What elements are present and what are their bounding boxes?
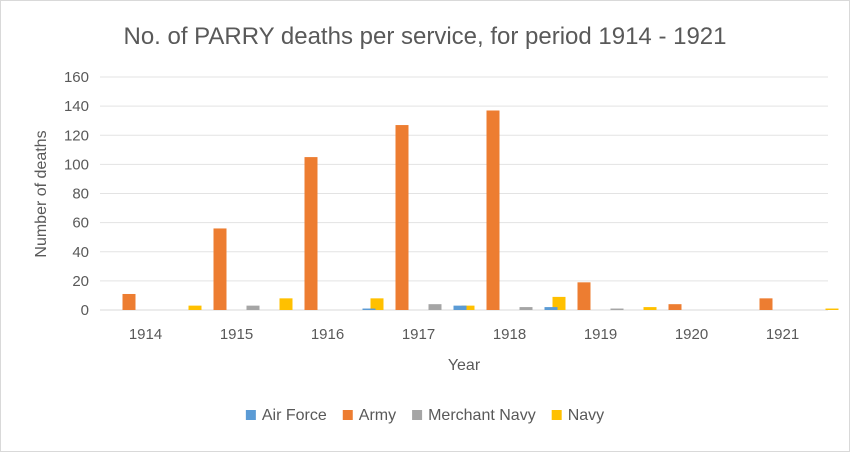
bar-navy-1921 (825, 308, 839, 310)
legend-label: Merchant Navy (428, 407, 536, 424)
bar-army-1921 (759, 298, 773, 310)
x-tick-label: 1921 (766, 326, 799, 343)
bars (122, 110, 839, 311)
y-axis-ticks: 0 20 40 60 80 100 120 140 160 (64, 69, 89, 319)
gridlines (100, 76, 828, 311)
x-tick-label: 1914 (129, 326, 162, 343)
bar-army-1914 (122, 293, 136, 310)
bar-army-1919 (577, 282, 591, 310)
legend-label: Army (359, 407, 396, 424)
bar-air-force-1917 (362, 308, 376, 310)
bar-navy-1918 (552, 296, 566, 310)
bar-navy-1914 (188, 305, 202, 310)
y-tick-label: 120 (64, 127, 89, 144)
bar-army-1915 (213, 228, 227, 310)
chart-title: No. of PARRY deaths per service, for per… (123, 23, 726, 50)
bar-merchant-navy-1918 (519, 307, 533, 310)
x-axis-label: Year (448, 357, 481, 374)
y-tick-label: 0 (81, 302, 89, 319)
legend-label: Air Force (262, 407, 327, 424)
bar-army-1918 (486, 110, 500, 311)
y-tick-label: 80 (72, 186, 89, 203)
x-tick-label: 1920 (675, 326, 708, 343)
x-tick-label: 1919 (584, 326, 617, 343)
legend-swatch-merchant-navy (412, 410, 423, 420)
legend-swatch-army (342, 410, 353, 420)
y-tick-label: 60 (72, 215, 89, 232)
bar-navy-1915 (279, 298, 293, 310)
bar-navy-1917 (461, 305, 475, 310)
bar-air-force-1919 (544, 307, 558, 310)
x-tick-label: 1916 (311, 326, 344, 343)
bar-army-1920 (668, 304, 682, 310)
bar-navy-1919 (643, 307, 657, 310)
bar-merchant-navy-1917 (428, 304, 442, 310)
y-axis-label: Number of deaths (33, 130, 50, 257)
x-axis-ticks: 1914 1915 1916 1917 1918 1919 1920 1921 (129, 326, 799, 343)
x-tick-label: 1918 (493, 326, 526, 343)
legend-label: Navy (568, 407, 604, 424)
x-tick-label: 1915 (220, 326, 253, 343)
x-tick-label: 1917 (402, 326, 435, 343)
y-tick-label: 40 (72, 244, 89, 261)
bar-army-1917 (395, 125, 409, 311)
y-tick-label: 140 (64, 98, 89, 115)
bar-navy-1916 (370, 298, 384, 310)
bar-army-1916 (304, 157, 318, 310)
legend-swatch-air-force (245, 410, 256, 420)
y-tick-label: 100 (64, 156, 89, 173)
legend: Air Force Army Merchant Navy Navy (245, 407, 604, 424)
bar-air-force-1918 (453, 305, 467, 310)
bar-merchant-navy-1915 (246, 305, 260, 310)
y-tick-label: 160 (64, 69, 89, 86)
legend-swatch-navy (551, 410, 562, 420)
bar-merchant-navy-1919 (610, 308, 624, 310)
y-tick-label: 20 (72, 273, 89, 290)
